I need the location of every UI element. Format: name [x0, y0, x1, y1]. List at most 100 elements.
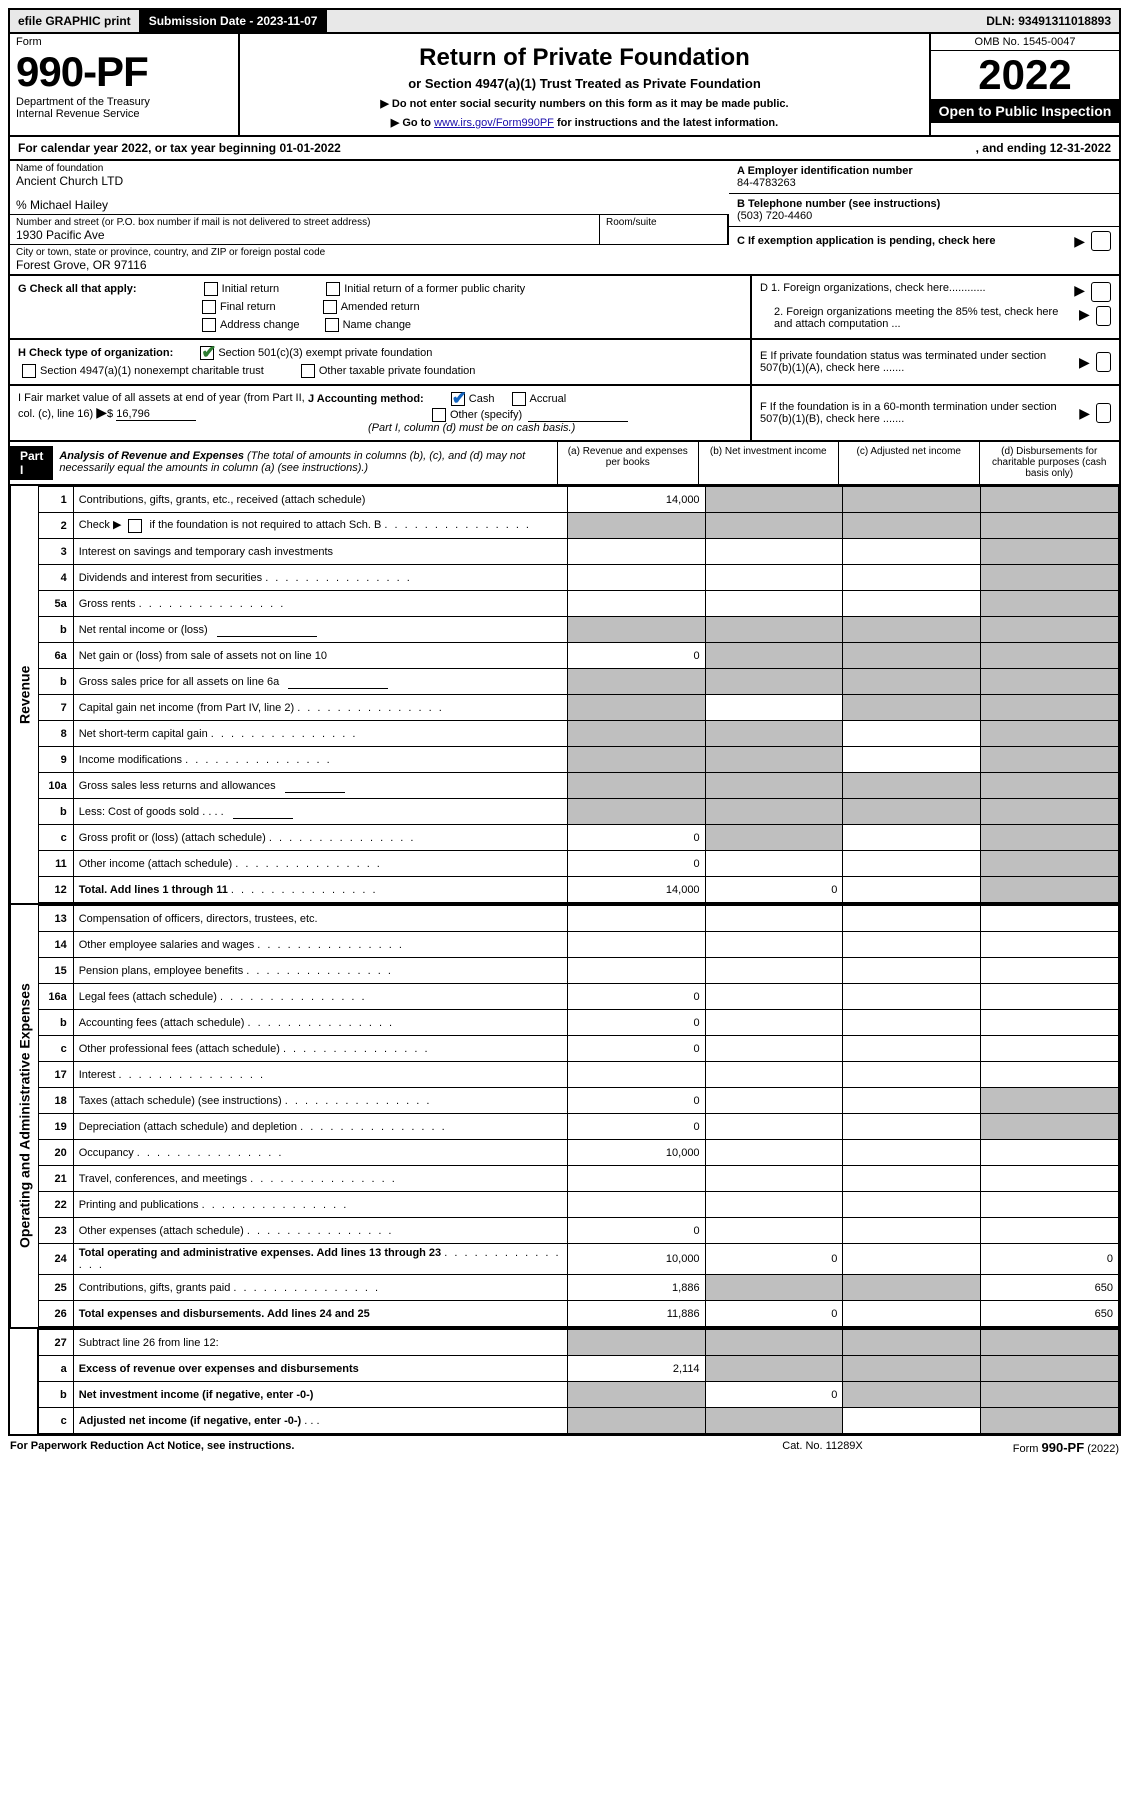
pending-checkbox[interactable] [1091, 231, 1111, 251]
arrow-icon: ▶ [1074, 282, 1085, 302]
row-1-a: 14,000 [567, 487, 705, 513]
form-no-footer: Form 990-PF (2022) [1013, 1440, 1119, 1455]
row-23-a: 0 [567, 1218, 705, 1244]
row-11-desc: Other income (attach schedule) [79, 858, 232, 870]
row-10b-input[interactable] [233, 805, 293, 819]
addr-change: Address change [220, 319, 300, 331]
row-24-b: 0 [705, 1244, 843, 1275]
entity-right: A Employer identification number 84-4783… [729, 161, 1119, 274]
other-method-cb[interactable] [432, 408, 446, 422]
f-checkbox[interactable] [1096, 403, 1111, 423]
row-18-a: 0 [567, 1088, 705, 1114]
row-10a-desc: Gross sales less returns and allowances [79, 779, 276, 791]
row-17-desc: Interest [79, 1069, 116, 1081]
initial-public-cb[interactable] [326, 282, 340, 296]
row-5b-input[interactable] [217, 623, 317, 637]
pending-label: C If exemption application is pending, c… [737, 235, 996, 247]
irs-link[interactable]: www.irs.gov/Form990PF [434, 117, 554, 129]
501c3-cb[interactable] [200, 346, 214, 360]
calendar-year-row: For calendar year 2022, or tax year begi… [8, 137, 1121, 161]
addr-change-cb[interactable] [202, 318, 216, 332]
row-27b-b: 0 [705, 1382, 843, 1408]
foundation-name: Ancient Church LTD [16, 174, 723, 188]
irs: Internal Revenue Service [16, 108, 232, 120]
expenses-table: 13Compensation of officers, directors, t… [38, 905, 1119, 1327]
line27-table: 27Subtract line 26 from line 12: aExcess… [38, 1329, 1119, 1434]
row-6b-input[interactable] [288, 675, 388, 689]
row-16b-a: 0 [567, 1010, 705, 1036]
final-return-cb[interactable] [202, 300, 216, 314]
name-change-cb[interactable] [325, 318, 339, 332]
part1-header: Part I Analysis of Revenue and Expenses … [8, 442, 1121, 486]
name-label: Name of foundation [16, 163, 723, 174]
submission-date: Submission Date - 2023-11-07 [141, 10, 328, 32]
g-d-row: G Check all that apply: Initial return I… [8, 276, 1121, 340]
goto-pre: ▶ Go to [391, 117, 434, 129]
revenue-vlabel: Revenue [10, 486, 38, 903]
amended-cb[interactable] [323, 300, 337, 314]
row-24-a: 10,000 [567, 1244, 705, 1275]
revenue-table: 1Contributions, gifts, grants, etc., rec… [38, 486, 1119, 903]
initial-return-cb[interactable] [204, 282, 218, 296]
form-title: Return of Private Foundation [246, 44, 923, 72]
ein-value: 84-4783263 [737, 177, 796, 189]
row-16c-desc: Other professional fees (attach schedule… [79, 1043, 280, 1055]
street-address: 1930 Pacific Ave [16, 228, 593, 242]
ij-f-row: I Fair market value of all assets at end… [8, 386, 1121, 442]
row-23-desc: Other expenses (attach schedule) [79, 1225, 244, 1237]
efile-label: efile GRAPHIC print [10, 10, 141, 32]
row-16b-desc: Accounting fees (attach schedule) [79, 1017, 245, 1029]
row-7-desc: Capital gain net income (from Part IV, l… [79, 702, 294, 714]
cash-cb[interactable] [451, 392, 465, 406]
row-15-desc: Pension plans, employee benefits [79, 965, 244, 977]
row-19-desc: Depreciation (attach schedule) and deple… [79, 1121, 297, 1133]
row-10b-desc: Less: Cost of goods sold [79, 805, 199, 817]
row-2-pre: Check ▶ [79, 519, 122, 531]
form-left: Form 990-PF Department of the Treasury I… [10, 34, 240, 135]
arrow-icon: ▶ [1079, 354, 1090, 371]
row-10a-input[interactable] [285, 779, 345, 793]
addr-label: Number and street (or P.O. box number if… [16, 217, 593, 228]
arrow-icon: ▶ [96, 404, 107, 420]
row-25-a: 1,886 [567, 1275, 705, 1301]
j-note: (Part I, column (d) must be on cash basi… [368, 422, 575, 434]
other-method-label: Other (specify) [450, 409, 522, 421]
other-method-input[interactable] [528, 408, 628, 422]
col-c-header: (c) Adjusted net income [838, 442, 979, 484]
row-10c-a: 0 [567, 825, 705, 851]
arrow-icon: ▶ [1079, 306, 1090, 330]
row-27a-desc: Excess of revenue over expenses and disb… [79, 1363, 359, 1375]
e-checkbox[interactable] [1096, 352, 1111, 372]
name-change: Name change [343, 319, 412, 331]
form-header: Form 990-PF Department of the Treasury I… [8, 34, 1121, 137]
part1-title: Analysis of Revenue and Expenses [59, 450, 244, 462]
row-16c-a: 0 [567, 1036, 705, 1062]
j-label: J Accounting method: [308, 393, 424, 405]
entity-left: Name of foundation Ancient Church LTD % … [10, 161, 729, 274]
city-label: City or town, state or province, country… [16, 247, 723, 258]
row-27b-desc: Net investment income (if negative, ente… [79, 1389, 314, 1401]
accrual-cb[interactable] [512, 392, 526, 406]
row-12-b: 0 [705, 877, 843, 903]
row-21-desc: Travel, conferences, and meetings [79, 1173, 247, 1185]
schb-cb[interactable] [128, 519, 142, 533]
initial-return: Initial return [222, 283, 279, 295]
d2-checkbox[interactable] [1096, 306, 1111, 326]
amended-return: Amended return [341, 301, 420, 313]
final-return: Final return [220, 301, 276, 313]
care-of: % Michael Hailey [16, 198, 723, 212]
open-to-public: Open to Public Inspection [931, 99, 1119, 123]
page-footer: For Paperwork Reduction Act Notice, see … [8, 1436, 1121, 1459]
row-24-d: 0 [981, 1244, 1119, 1275]
dept: Department of the Treasury [16, 96, 232, 108]
room-suite-label: Room/suite [599, 215, 729, 244]
row-13-desc: Compensation of officers, directors, tru… [73, 906, 567, 932]
4947-cb[interactable] [22, 364, 36, 378]
cal-year-ending: , and ending 12-31-2022 [976, 141, 1111, 155]
other-taxable-cb[interactable] [301, 364, 315, 378]
form-center: Return of Private Foundation or Section … [240, 34, 929, 135]
h-label: H Check type of organization: [18, 347, 173, 359]
d1-checkbox[interactable] [1091, 282, 1111, 302]
row-20-desc: Occupancy [79, 1147, 134, 1159]
col-b-header: (b) Net investment income [698, 442, 839, 484]
